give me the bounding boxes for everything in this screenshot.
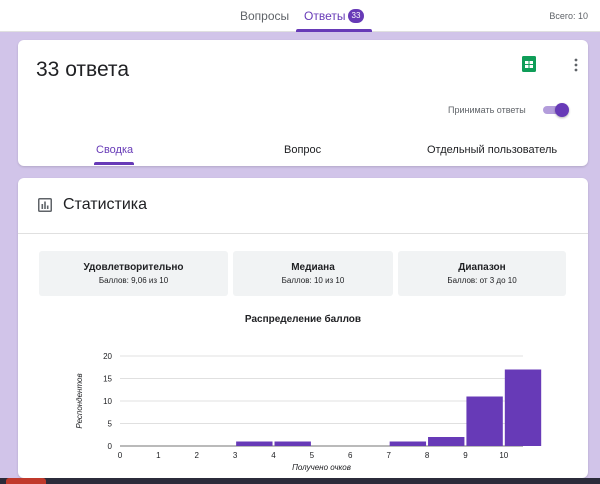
subtab-question[interactable]: Вопрос	[284, 144, 322, 156]
stat-box-value: Баллов: от 3 до 10	[447, 276, 517, 285]
statistics-title: Статистика	[63, 196, 148, 213]
x-tick-label: 9	[463, 451, 468, 460]
active-tab-indicator	[296, 29, 372, 32]
bar	[466, 396, 503, 446]
top-navigation-bar: Вопросы Ответы 33 Всего: 10	[0, 0, 600, 32]
stat-box-median: Медиана Баллов: 10 из 10	[233, 251, 393, 296]
y-axis-label: Респондентов	[75, 373, 84, 428]
statistics-card: Статистика Удовлетворительно Баллов: 9,0…	[18, 178, 588, 478]
more-vert-icon[interactable]	[573, 58, 579, 72]
stat-box-title: Медиана	[291, 262, 335, 273]
chart-title: Распределение баллов	[244, 314, 362, 325]
responses-card: 33 ответа Принимать ответы Сводка Вопрос…	[18, 40, 588, 166]
x-axis-label: Получено очков	[292, 463, 351, 472]
subtab-summary[interactable]: Сводка	[94, 144, 134, 165]
y-tick-label: 0	[108, 442, 113, 451]
tab-responses-label: Ответы	[304, 9, 346, 23]
accept-responses-label: Принимать ответы	[448, 105, 526, 115]
x-tick-label: 2	[195, 451, 200, 460]
active-subtab-indicator	[94, 162, 134, 165]
bar	[504, 369, 542, 446]
x-tick-label: 3	[233, 451, 238, 460]
bar	[389, 441, 427, 446]
accept-responses-toggle[interactable]	[543, 103, 569, 117]
x-tick-label: 4	[271, 451, 276, 460]
subtab-individual[interactable]: Отдельный пользователь	[427, 144, 558, 156]
stat-box-value: Баллов: 10 из 10	[281, 276, 345, 285]
responses-title: 33 ответа	[36, 58, 129, 81]
x-tick-label: 8	[425, 451, 430, 460]
x-tick-label: 1	[156, 451, 161, 460]
bar	[274, 441, 311, 446]
subtab-summary-label: Сводка	[96, 144, 134, 156]
y-tick-label: 15	[103, 375, 112, 384]
x-tick-label: 10	[499, 451, 508, 460]
x-tick-label: 6	[348, 451, 353, 460]
x-tick-label: 0	[118, 451, 123, 460]
statistics-header: Статистика	[18, 178, 588, 234]
os-taskbar	[0, 478, 600, 484]
x-tick-label: 5	[310, 451, 315, 460]
y-tick-label: 10	[103, 397, 112, 406]
y-tick-label: 5	[108, 420, 113, 429]
tab-responses[interactable]: Ответы 33	[296, 0, 372, 32]
bar	[428, 437, 465, 446]
stat-box-range: Диапазон Баллов: от 3 до 10	[398, 251, 566, 296]
total-points: Всего: 10	[549, 11, 588, 21]
bar-chart-icon	[38, 198, 52, 212]
stat-box-title: Удовлетворительно	[83, 262, 184, 273]
sheets-icon[interactable]	[522, 56, 536, 72]
taskbar-start-button[interactable]	[6, 478, 46, 484]
bar	[236, 441, 273, 446]
toggle-knob	[555, 103, 569, 117]
stat-box-average: Удовлетворительно Баллов: 9,06 из 10	[39, 251, 228, 296]
responses-count-badge: 33	[348, 9, 364, 23]
score-distribution-chart: 0 5 10 15 20 0 1 2 3 4 5 6 7 8 9 10 Получено очков Респон…	[75, 352, 542, 472]
stat-box-value: Баллов: 9,06 из 10	[98, 276, 169, 285]
y-tick-label: 20	[103, 352, 112, 361]
stat-box-title: Диапазон	[458, 262, 506, 273]
x-tick-label: 7	[386, 451, 391, 460]
tab-questions[interactable]: Вопросы	[240, 9, 290, 23]
